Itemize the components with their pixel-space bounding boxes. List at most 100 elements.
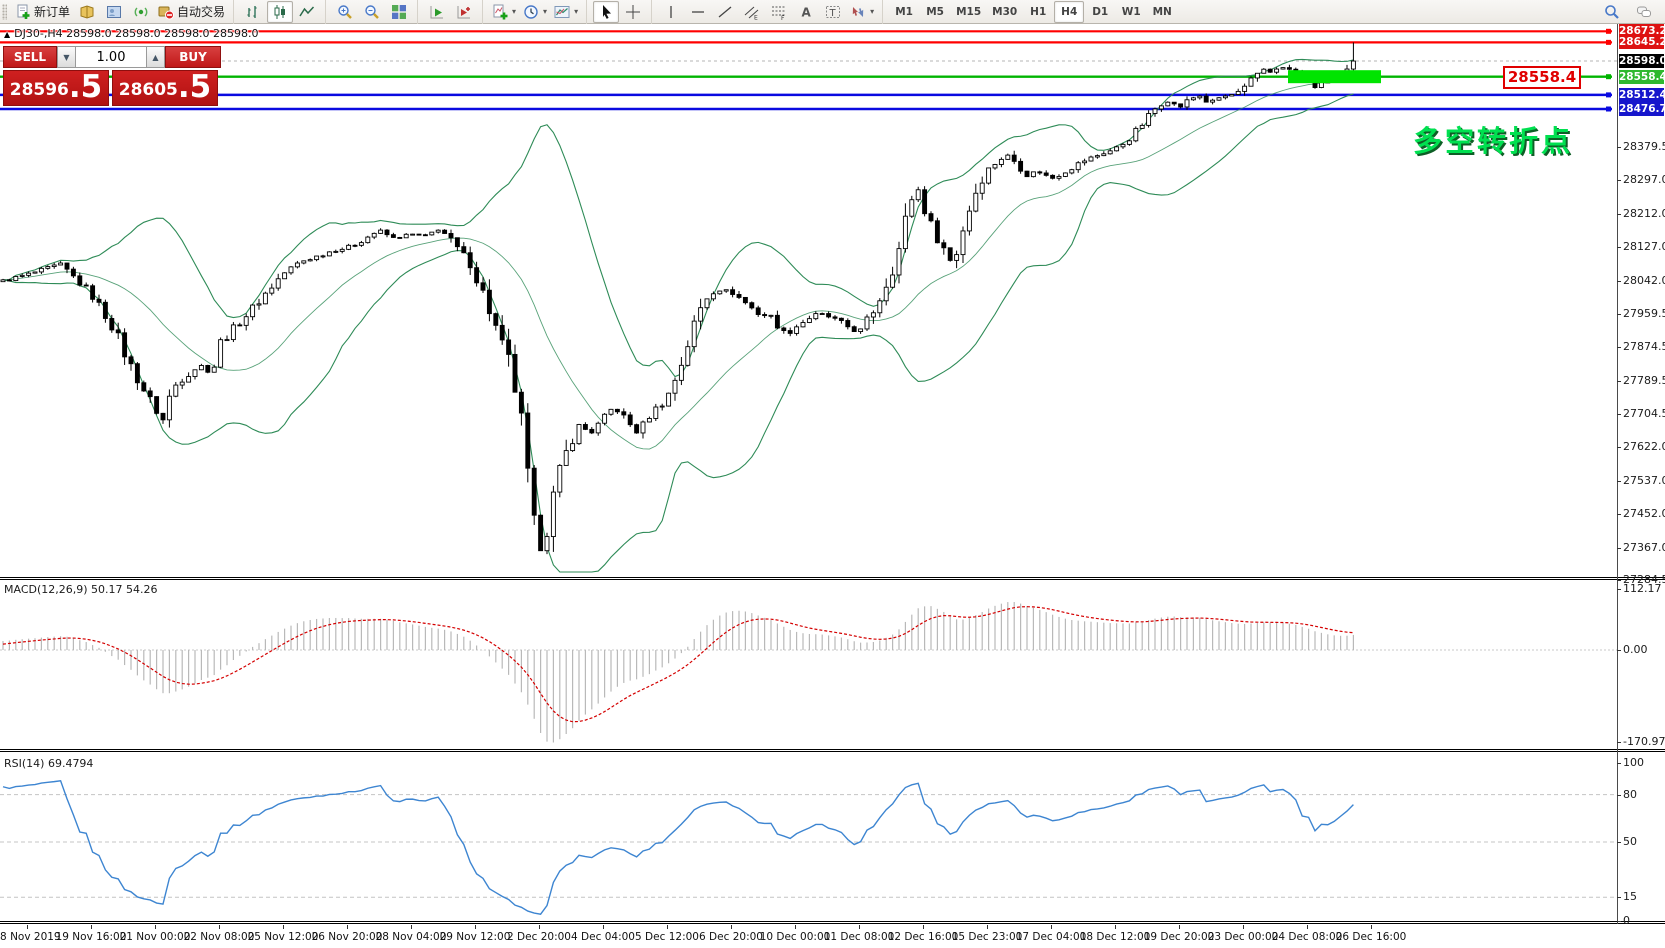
- zoom-in-button[interactable]: [332, 1, 358, 23]
- timeframe-m30-label: M30: [992, 5, 1018, 18]
- text-tool-button[interactable]: A: [793, 1, 819, 23]
- line-chart-mode-button[interactable]: [294, 1, 320, 23]
- rsi-tick: 50: [1623, 835, 1637, 848]
- price-tick-mark: [1617, 547, 1621, 549]
- indicators-menu-button[interactable]: ▾: [489, 1, 519, 23]
- macd-pane-canvas[interactable]: [0, 581, 1617, 748]
- cursor-tool-button[interactable]: [593, 0, 620, 23]
- templates-menu-button[interactable]: ▾: [551, 1, 581, 23]
- cursor-icon: [598, 4, 614, 20]
- fibonacci-tool-button[interactable]: F: [766, 1, 792, 23]
- auto-scroll-button[interactable]: [424, 1, 450, 23]
- time-tick-label: 19 Dec 20:00: [1143, 931, 1215, 943]
- new-order-icon: [15, 4, 31, 20]
- time-tick-label: 25 Nov 12:00: [247, 931, 319, 943]
- time-tick-mark: [347, 925, 348, 929]
- macd-tick-mark: [1617, 742, 1621, 744]
- candlestick-mode-button[interactable]: [267, 0, 294, 23]
- time-tick-mark: [27, 925, 28, 929]
- zoom-out-button[interactable]: [359, 1, 385, 23]
- rsi-pane-canvas[interactable]: [0, 753, 1617, 921]
- buy-price-button[interactable]: 28605.5: [112, 70, 218, 106]
- periods-menu-button[interactable]: ▾: [520, 1, 550, 23]
- time-tick-label: 28 Nov 04:00: [375, 931, 447, 943]
- horizontal-line-tool-button[interactable]: [685, 1, 711, 23]
- price-tick-mark: [1617, 147, 1621, 149]
- text-label-tool-button[interactable]: T: [820, 1, 846, 23]
- volume-input[interactable]: [76, 46, 146, 68]
- volume-decrease-button[interactable]: ▼: [57, 46, 76, 68]
- time-tick-mark: [603, 925, 604, 929]
- price-tick-mark: [1617, 414, 1621, 416]
- search-button[interactable]: [1599, 1, 1625, 23]
- tile-windows-icon: [391, 4, 407, 20]
- sell-price-button[interactable]: 28596.5: [3, 70, 109, 106]
- chat-button[interactable]: [1631, 1, 1657, 23]
- price-tick: 27284.5: [1623, 573, 1665, 587]
- buy-button[interactable]: BUY: [165, 46, 221, 68]
- indicators-menu-dropdown-icon[interactable]: ▾: [512, 7, 517, 16]
- pane-separator-macd-rsi[interactable]: [0, 749, 1665, 752]
- chart-shift-button[interactable]: [451, 1, 477, 23]
- time-tick-label: 21 Nov 00:00: [119, 931, 191, 943]
- timeframe-m15-button[interactable]: M15: [951, 1, 986, 23]
- text-label-icon: T: [825, 4, 841, 20]
- collapse-trade-panel-icon[interactable]: ▲: [4, 30, 11, 39]
- line-chart-icon: [299, 4, 315, 20]
- price-axis-line: [1617, 24, 1618, 924]
- toolbar-grip[interactable]: [2, 3, 7, 20]
- time-tick-mark: [923, 925, 924, 929]
- periods-menu-dropdown-icon[interactable]: ▾: [543, 7, 548, 16]
- signals-button[interactable]: [128, 1, 154, 23]
- navigator-button[interactable]: [101, 1, 127, 23]
- channel-icon: E: [744, 4, 760, 20]
- timeframe-m5-button[interactable]: M5: [920, 1, 950, 23]
- indicators-icon: [492, 4, 508, 20]
- time-tick-label: 24 Dec 08:00: [1271, 931, 1343, 943]
- market-watch-button[interactable]: [74, 1, 100, 23]
- timeframe-d1-button[interactable]: D1: [1085, 1, 1115, 23]
- fibonacci-icon: F: [771, 4, 787, 20]
- timeframe-m5-label: M5: [926, 5, 944, 18]
- sell-button[interactable]: SELL: [3, 46, 57, 68]
- time-tick-mark: [859, 925, 860, 929]
- auto-trading-button[interactable]: 自动交易: [155, 1, 228, 23]
- time-tick-mark: [283, 925, 284, 929]
- periods-icon: [523, 4, 539, 20]
- vertical-line-tool-button[interactable]: [658, 1, 684, 23]
- time-tick-label: 2 Dec 20:00: [507, 931, 571, 943]
- svg-text:F: F: [781, 15, 785, 20]
- rsi-tick: 15: [1623, 890, 1637, 904]
- arrows-tool-button[interactable]: ▾: [847, 1, 877, 23]
- equidistant-channel-tool-button[interactable]: E: [739, 1, 765, 23]
- timeframe-h4-button[interactable]: H4: [1054, 0, 1085, 23]
- templates-menu-dropdown-icon[interactable]: ▾: [574, 7, 579, 16]
- templates-icon: [554, 4, 570, 20]
- price-tick-mark: [1617, 247, 1621, 249]
- main-chart-canvas[interactable]: [0, 24, 1617, 577]
- timeframe-mn-button[interactable]: MN: [1147, 1, 1177, 23]
- time-tick-mark: [91, 925, 92, 929]
- pane-separator-rsi-time: [0, 921, 1665, 924]
- new-order-button[interactable]: 新订单: [12, 1, 73, 23]
- zoom-in-icon: [337, 4, 353, 20]
- timeframe-m30-button[interactable]: M30: [987, 1, 1022, 23]
- timeframe-w1-button[interactable]: W1: [1116, 1, 1146, 23]
- chart-annotation-text[interactable]: 多空转折点: [1413, 124, 1574, 158]
- timeframe-m1-button[interactable]: M1: [889, 1, 919, 23]
- market-watch-icon: [79, 4, 95, 20]
- timeframe-h1-button[interactable]: H1: [1023, 1, 1053, 23]
- toolbar-right-icons: [1599, 1, 1665, 23]
- price-callout-label[interactable]: 28558.4: [1503, 66, 1581, 89]
- pane-separator-main-macd[interactable]: [0, 577, 1665, 580]
- bar-chart-mode-button[interactable]: [240, 1, 266, 23]
- macd-tick: 0.00: [1623, 643, 1648, 656]
- arrows-tool-dropdown-icon[interactable]: ▾: [870, 7, 875, 16]
- price-tick: 27789.5: [1623, 373, 1665, 387]
- trendline-tool-button[interactable]: [712, 1, 738, 23]
- symbol-ohlc-readout: ▲ DJ30-,H4 28598.0 28598.0 28598.0 28598.…: [4, 27, 259, 40]
- bars-chart-icon: [245, 4, 261, 20]
- tile-windows-button[interactable]: [386, 1, 412, 23]
- crosshair-tool-button[interactable]: [620, 1, 646, 23]
- volume-increase-button[interactable]: ▲: [146, 46, 165, 68]
